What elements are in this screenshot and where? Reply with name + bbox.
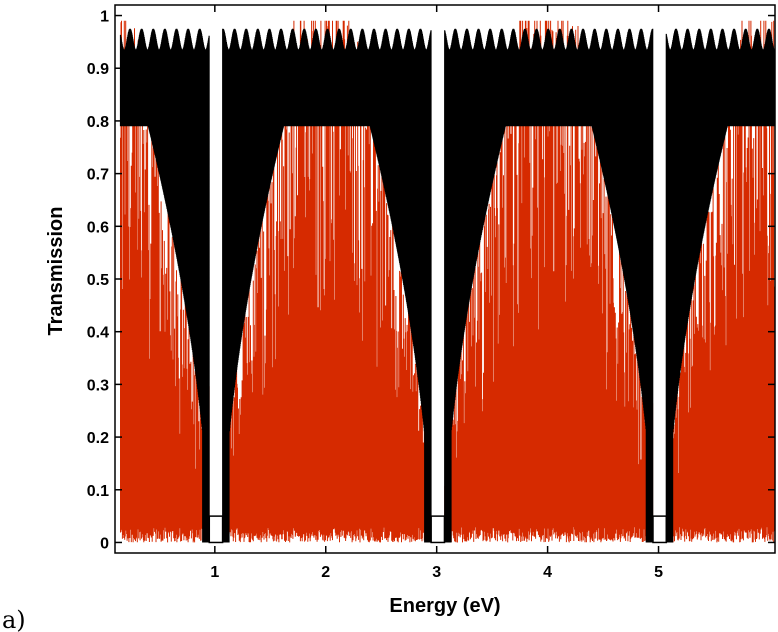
- x-ticks: 1 2 3 4 5: [210, 5, 663, 581]
- y-tick-label: 0.6: [87, 219, 109, 236]
- series-black: [119, 28, 776, 544]
- band-gap-marker-3: [652, 515, 668, 544]
- band-gap-marker-1: [208, 515, 224, 544]
- x-tick-label: 5: [654, 564, 663, 581]
- y-axis-title: Transmission: [45, 207, 67, 336]
- x-tick-label: 4: [543, 564, 552, 581]
- y-tick-label: 0.9: [87, 61, 109, 78]
- x-axis-title: Energy (eV): [389, 595, 500, 617]
- black-series-line: [119, 28, 776, 543]
- y-tick-label: 0: [100, 535, 109, 552]
- x-tick-label: 2: [321, 564, 330, 581]
- red-series-line: [120, 20, 776, 543]
- y-tick-label: 0.8: [87, 114, 109, 131]
- x-tick-label: 1: [210, 564, 219, 581]
- y-tick-label: 0.7: [87, 167, 109, 184]
- y-tick-label: 0.1: [87, 483, 109, 500]
- y-tick-label: 0.2: [87, 430, 109, 447]
- panel-label: a): [2, 606, 26, 632]
- y-tick-label: 0.4: [87, 325, 109, 342]
- plot-area: [115, 5, 776, 553]
- y-tick-label: 0.3: [87, 377, 109, 394]
- y-tick-label: 1: [100, 9, 109, 26]
- y-ticks: 0 0.1 0.2 0.3 0.4 0.5 0.6 0.7 0.8 0.9 1: [87, 9, 775, 552]
- series-red: [120, 20, 776, 543]
- band-gap-marker-2: [430, 515, 446, 544]
- x-tick-label: 3: [432, 564, 441, 581]
- y-tick-label: 0.5: [87, 272, 109, 289]
